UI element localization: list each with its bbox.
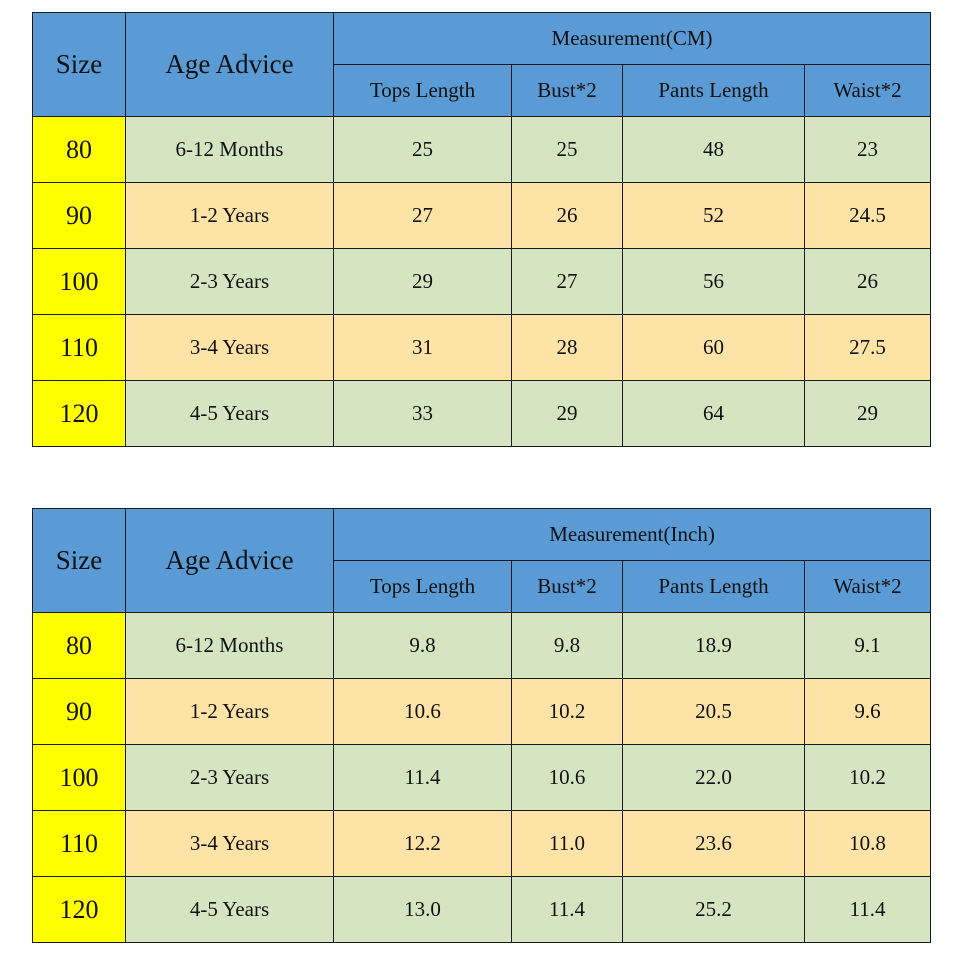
tops-cell: 29	[333, 248, 512, 315]
pants-cell: 23.6	[622, 810, 805, 877]
age-cell: 4-5 Years	[125, 380, 334, 447]
pants-cell: 64	[622, 380, 805, 447]
waist-cell: 29	[803, 380, 932, 447]
bust-cell: 10.2	[511, 678, 623, 745]
size-cell: 80	[32, 116, 126, 183]
waist-cell: 23	[803, 116, 932, 183]
size-cell: 100	[32, 744, 126, 811]
pants-cell: 52	[622, 182, 805, 249]
age-cell: 1-2 Years	[125, 678, 334, 745]
age-advice-header: Age Advice	[125, 508, 334, 613]
bust-cell: 9.8	[511, 612, 623, 679]
header-row: Size Age Advice Measurement(Inch)	[32, 508, 932, 613]
table-row: 90 1-2 Years 27 26 52 24.5	[32, 182, 932, 249]
tops-length-header: Tops Length	[333, 560, 512, 613]
age-advice-header: Age Advice	[125, 12, 334, 117]
size-cell: 120	[32, 380, 126, 447]
bust-cell: 11.0	[511, 810, 623, 877]
bust-cell: 11.4	[511, 876, 623, 943]
size-header: Size	[32, 508, 126, 613]
pants-cell: 48	[622, 116, 805, 183]
bust-cell: 10.6	[511, 744, 623, 811]
waist-cell: 24.5	[803, 182, 932, 249]
waist-cell: 10.8	[803, 810, 932, 877]
pants-length-header: Pants Length	[622, 64, 805, 117]
tops-cell: 13.0	[333, 876, 512, 943]
table-row: 80 6-12 Months 25 25 48 23	[32, 116, 932, 183]
age-cell: 6-12 Months	[125, 116, 334, 183]
subheader-row: Tops Length Bust*2 Pants Length Waist*2	[33, 560, 932, 613]
age-cell: 3-4 Years	[125, 314, 334, 381]
bust-cell: 27	[511, 248, 623, 315]
age-cell: 2-3 Years	[125, 744, 334, 811]
table-row: 90 1-2 Years 10.6 10.2 20.5 9.6	[32, 678, 932, 745]
tops-cell: 27	[333, 182, 512, 249]
size-cell: 120	[32, 876, 126, 943]
bust-cell: 26	[511, 182, 623, 249]
pants-cell: 25.2	[622, 876, 805, 943]
age-cell: 3-4 Years	[125, 810, 334, 877]
waist-cell: 26	[803, 248, 932, 315]
waist-cell: 9.1	[803, 612, 932, 679]
waist-cell: 9.6	[803, 678, 932, 745]
size-cell: 80	[32, 612, 126, 679]
waist-cell: 27.5	[803, 314, 932, 381]
table-row: 110 3-4 Years 12.2 11.0 23.6 10.8	[32, 810, 932, 877]
table-row: 100 2-3 Years 29 27 56 26	[32, 248, 932, 315]
age-cell: 4-5 Years	[125, 876, 334, 943]
size-chart-inch-table: Size Age Advice Measurement(Inch) Tops L…	[32, 508, 932, 943]
table-row: 120 4-5 Years 33 29 64 29	[32, 380, 932, 447]
table-row: 110 3-4 Years 31 28 60 27.5	[32, 314, 932, 381]
table-row: 80 6-12 Months 9.8 9.8 18.9 9.1	[32, 612, 932, 679]
bust-cell: 29	[511, 380, 623, 447]
age-cell: 1-2 Years	[125, 182, 334, 249]
pants-cell: 22.0	[622, 744, 805, 811]
tops-cell: 10.6	[333, 678, 512, 745]
size-cell: 90	[32, 182, 126, 249]
tops-cell: 12.2	[333, 810, 512, 877]
size-chart-cm-table: Size Age Advice Measurement(CM) Tops Len…	[32, 12, 932, 447]
bust-header: Bust*2	[511, 560, 623, 613]
bust-cell: 25	[511, 116, 623, 183]
tops-cell: 9.8	[333, 612, 512, 679]
table-row: 100 2-3 Years 11.4 10.6 22.0 10.2	[32, 744, 932, 811]
tops-cell: 25	[333, 116, 512, 183]
age-cell: 6-12 Months	[125, 612, 334, 679]
measurement-header: Measurement(CM)	[332, 12, 932, 65]
tops-cell: 31	[333, 314, 512, 381]
measurement-header: Measurement(Inch)	[332, 508, 932, 561]
tops-cell: 33	[333, 380, 512, 447]
pants-cell: 18.9	[622, 612, 805, 679]
size-cell: 110	[32, 314, 126, 381]
table-row: 120 4-5 Years 13.0 11.4 25.2 11.4	[32, 876, 932, 943]
tops-cell: 11.4	[333, 744, 512, 811]
size-cell: 100	[32, 248, 126, 315]
waist-header: Waist*2	[803, 64, 932, 117]
waist-header: Waist*2	[803, 560, 932, 613]
age-cell: 2-3 Years	[125, 248, 334, 315]
size-cell: 110	[32, 810, 126, 877]
tops-length-header: Tops Length	[333, 64, 512, 117]
size-cell: 90	[32, 678, 126, 745]
pants-cell: 20.5	[622, 678, 805, 745]
subheader-row: Tops Length Bust*2 Pants Length Waist*2	[33, 64, 932, 117]
bust-cell: 28	[511, 314, 623, 381]
pants-cell: 60	[622, 314, 805, 381]
bust-header: Bust*2	[511, 64, 623, 117]
pants-length-header: Pants Length	[622, 560, 805, 613]
waist-cell: 10.2	[803, 744, 932, 811]
size-header: Size	[32, 12, 126, 117]
header-row: Size Age Advice Measurement(CM)	[32, 12, 932, 117]
waist-cell: 11.4	[803, 876, 932, 943]
pants-cell: 56	[622, 248, 805, 315]
